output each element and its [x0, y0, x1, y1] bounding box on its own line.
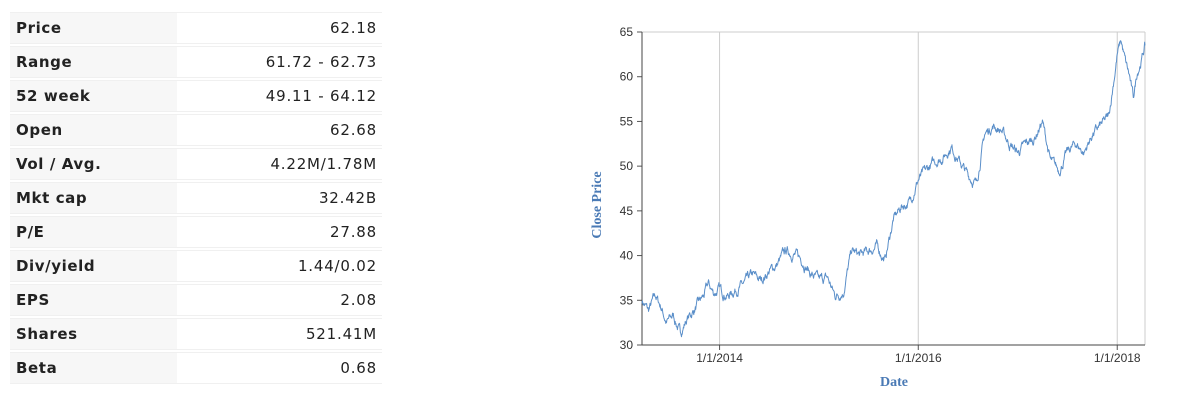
y-tick-label: 55: [620, 114, 634, 128]
y-tick-label: 30: [620, 338, 634, 352]
stat-value: 62.18: [177, 12, 382, 44]
stat-value: 2.08: [177, 284, 382, 316]
stats-row: EPS 2.08: [10, 284, 382, 316]
stat-value: 0.68: [177, 352, 382, 384]
stats-row: Open 62.68: [10, 114, 382, 146]
x-tick-label: 1/1/2014: [696, 351, 743, 365]
stats-row: Range 61.72 - 62.73: [10, 46, 382, 78]
y-tick-label: 40: [620, 249, 634, 263]
close-price-chart: 1/1/2014 1/1/2016 1/1/2018 30 35 40 45 50 55 60 65…: [590, 25, 1146, 390]
x-axis-title: Date: [880, 375, 908, 390]
stats-row: Div/yield 1.44/0.02: [10, 250, 382, 282]
stats-row: 52 week 49.11 - 64.12: [10, 80, 382, 112]
chart-grid: [642, 31, 1146, 345]
stat-label: Vol / Avg.: [10, 148, 177, 180]
y-axis-title: Close Price: [590, 171, 605, 238]
chart-series: [641, 40, 1146, 338]
close-price-line: [641, 40, 1146, 338]
stats-row: Price 62.18: [10, 12, 382, 44]
stat-label: Price: [10, 12, 177, 44]
y-tick-label: 50: [620, 159, 634, 173]
stat-label: 52 week: [10, 80, 177, 112]
chart-axes: 1/1/2014 1/1/2016 1/1/2018 30 35 40 45 50 55 60 65: [620, 25, 1145, 365]
stat-value: 4.22M/1.78M: [177, 148, 382, 180]
stats-row: Vol / Avg. 4.22M/1.78M: [10, 148, 382, 180]
stat-label: Shares: [10, 318, 177, 350]
key-stats-table: Price 62.18 Range 61.72 - 62.73 52 week 49.11…: [10, 10, 382, 386]
stat-label: P/E: [10, 216, 177, 248]
stats-row: Mkt cap 32.42B: [10, 182, 382, 214]
stat-label: Mkt cap: [10, 182, 177, 214]
stat-label: Range: [10, 46, 177, 78]
stat-label: EPS: [10, 284, 177, 316]
y-tick-label: 65: [620, 25, 634, 39]
stat-label: Beta: [10, 352, 177, 384]
stat-value: 27.88: [177, 216, 382, 248]
stat-value: 61.72 - 62.73: [177, 46, 382, 78]
stats-row: Beta 0.68: [10, 352, 382, 384]
stat-label: Div/yield: [10, 250, 177, 282]
stat-value: 49.11 - 64.12: [177, 80, 382, 112]
stat-value: 1.44/0.02: [177, 250, 382, 282]
stats-row: P/E 27.88: [10, 216, 382, 248]
stat-label: Open: [10, 114, 177, 146]
x-tick-label: 1/1/2018: [1094, 351, 1141, 365]
stat-value: 521.41M: [177, 318, 382, 350]
stats-row: Shares 521.41M: [10, 318, 382, 350]
stat-value: 62.68: [177, 114, 382, 146]
stat-value: 32.42B: [177, 182, 382, 214]
y-tick-label: 60: [620, 70, 634, 84]
key-stats-body: Price 62.18 Range 61.72 - 62.73 52 week 49.11…: [10, 12, 382, 384]
y-tick-label: 35: [620, 293, 634, 307]
y-tick-label: 45: [620, 204, 634, 218]
x-tick-label: 1/1/2016: [895, 351, 942, 365]
